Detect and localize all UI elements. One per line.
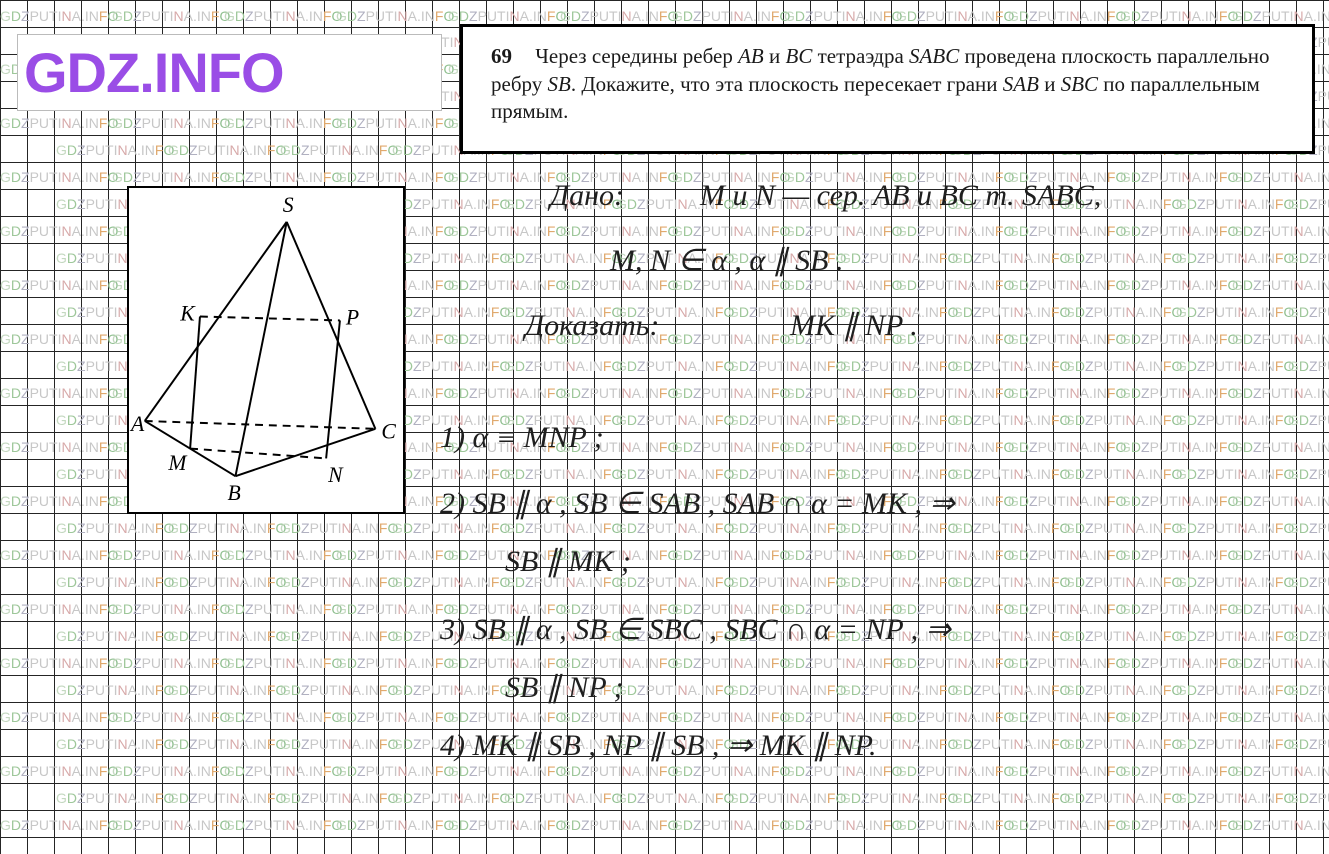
problem-it-5: SABC bbox=[909, 44, 959, 68]
problem-it-9: SAB bbox=[1003, 72, 1039, 96]
problem-number: 69 bbox=[491, 44, 512, 68]
hand-step2b: SB ∥ MK ; bbox=[505, 546, 631, 578]
hand-given-label: Дано: bbox=[550, 180, 624, 212]
hand-step3a: 3) SB ∥ α , SB ∈ SBC , SBC ∩ α = NP , ⇒ bbox=[440, 614, 951, 646]
label-A: A bbox=[129, 412, 145, 436]
problem-text-10: и bbox=[1039, 72, 1061, 96]
hand-step3b: SB ∥ NP ; bbox=[505, 672, 624, 704]
problem-it-1: AB bbox=[738, 44, 764, 68]
tetrahedron-diagram: S A B C K P M N bbox=[127, 186, 405, 514]
hand-given2: M, N ∈ α , α ∥ SB . bbox=[610, 245, 843, 277]
label-N: N bbox=[327, 463, 344, 487]
problem-statement: 69 Через середины ребер AB и BC тетраэдр… bbox=[460, 24, 1315, 154]
hand-prove: MK ∥ NP . bbox=[790, 310, 918, 342]
hand-prove-label: Доказать: bbox=[525, 310, 659, 342]
tetrahedron-svg: S A B C K P M N bbox=[129, 188, 403, 512]
logo-box: GDZ.INFO bbox=[17, 34, 442, 111]
hand-step1: 1) α ≡ MNP ; bbox=[440, 422, 604, 454]
problem-it-11: SBC bbox=[1061, 72, 1098, 96]
label-M: M bbox=[167, 451, 188, 475]
problem-text-4: тетраэдра bbox=[812, 44, 909, 68]
hand-step4: 4) MK ∥ SB , NP ∥ SB , ⇒ MK ∥ NP. bbox=[440, 730, 877, 762]
logo-text: GDZ.INFO bbox=[24, 40, 284, 105]
label-K: K bbox=[179, 301, 196, 325]
problem-text-2: и bbox=[764, 44, 786, 68]
problem-text-8: . Докажите, что эта плоскость пересекает… bbox=[571, 72, 1003, 96]
hand-step2a: 2) SB ∥ α , SB ∈ SAB , SAB ∩ α = MK , ⇒ bbox=[440, 488, 955, 520]
problem-it-3: BC bbox=[786, 44, 813, 68]
label-P: P bbox=[345, 305, 359, 329]
hand-given1: M и N — сер. AB и BC m. SABC, bbox=[700, 180, 1101, 212]
label-S: S bbox=[283, 193, 294, 217]
label-C: C bbox=[381, 420, 396, 444]
problem-text-0: Через середины ребер bbox=[535, 44, 738, 68]
label-B: B bbox=[228, 481, 241, 505]
problem-it-7: SB bbox=[547, 72, 570, 96]
